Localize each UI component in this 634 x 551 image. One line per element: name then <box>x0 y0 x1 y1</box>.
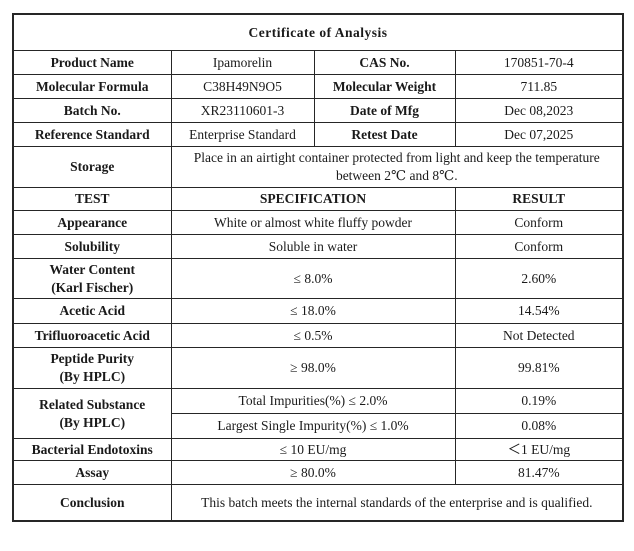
test-row-water-content: Water Content (Karl Fischer) ≤ 8.0% 2.60… <box>12 258 624 299</box>
related-substance-test: Related Substance (By HPLC) <box>12 388 172 439</box>
cas-no-value: 170851-70-4 <box>454 50 624 75</box>
total-impurities-specification: Total Impurities(%) ≤ 2.0% <box>170 388 456 414</box>
trifluoroacetic-acid-specification: ≤ 0.5% <box>170 323 456 348</box>
acetic-acid-test: Acetic Acid <box>12 298 172 324</box>
page-title: Certificate of Analysis <box>12 13 624 51</box>
bacterial-endotoxins-test: Bacterial Endotoxins <box>12 438 172 461</box>
product-name-label: Product Name <box>12 50 172 75</box>
batch-no-value: XR23110601-3 <box>170 98 315 123</box>
peptide-purity-specification: ≥ 98.0% <box>170 347 456 389</box>
acetic-acid-result: 14.54% <box>454 298 624 324</box>
test-header-row: TEST SPECIFICATION RESULT <box>12 187 624 211</box>
certificate-table: Certificate of Analysis Product Name Ipa… <box>12 13 625 522</box>
water-content-specification: ≤ 8.0% <box>170 258 456 299</box>
test-row-appearance: Appearance White or almost white fluffy … <box>12 210 624 235</box>
retest-date-label: Retest Date <box>313 122 456 147</box>
water-content-test: Water Content (Karl Fischer) <box>12 258 172 299</box>
test-row-bacterial-endotoxins: Bacterial Endotoxins ≤ 10 EU/mg ＜1 EU/mg <box>12 438 624 461</box>
date-of-mfg-label: Date of Mfg <box>313 98 456 123</box>
date-of-mfg-value: Dec 08,2023 <box>454 98 624 123</box>
total-impurities-result: 0.19% <box>454 388 624 414</box>
molecular-weight-label: Molecular Weight <box>313 74 456 99</box>
test-row-related-substance-2: Largest Single Impurity(%) ≤ 1.0% 0.08% <box>13 413 624 439</box>
specification-column-header: SPECIFICATION <box>170 187 456 211</box>
storage-label: Storage <box>12 146 172 188</box>
info-row-batch: Batch No. XR23110601-3 Date of Mfg Dec 0… <box>12 98 624 123</box>
test-row-trifluoroacetic-acid: Trifluoroacetic Acid ≤ 0.5% Not Detected <box>12 323 624 348</box>
test-row-assay: Assay ≥ 80.0% 81.47% <box>12 460 624 485</box>
conclusion-row: Conclusion This batch meets the internal… <box>12 484 624 522</box>
solubility-result: Conform <box>454 234 624 259</box>
test-row-acetic-acid: Acetic Acid ≤ 18.0% 14.54% <box>12 298 624 324</box>
assay-specification: ≥ 80.0% <box>170 460 456 485</box>
storage-row: Storage Place in an airtight container p… <box>12 146 624 188</box>
bacterial-endotoxins-result: ＜1 EU/mg <box>454 438 624 461</box>
reference-standard-value: Enterprise Standard <box>170 122 315 147</box>
largest-single-impurity-specification: Largest Single Impurity(%) ≤ 1.0% <box>170 413 456 439</box>
cas-no-label: CAS No. <box>313 50 456 75</box>
result-column-header: RESULT <box>454 187 624 211</box>
retest-date-value: Dec 07,2025 <box>454 122 624 147</box>
conclusion-label: Conclusion <box>12 484 172 522</box>
largest-single-impurity-result: 0.08% <box>454 413 624 439</box>
product-name-value: Ipamorelin <box>170 50 315 75</box>
solubility-test: Solubility <box>12 234 172 259</box>
title-row: Certificate of Analysis <box>12 13 624 51</box>
test-row-related-substance-1: Related Substance (By HPLC) Total Impuri… <box>12 388 624 439</box>
molecular-formula-value: C38H49N9O5 <box>170 74 315 99</box>
molecular-formula-label: Molecular Formula <box>12 74 172 99</box>
batch-no-label: Batch No. <box>12 98 172 123</box>
appearance-specification: White or almost white fluffy powder <box>170 210 456 235</box>
water-content-result: 2.60% <box>454 258 624 299</box>
info-row-molecular: Molecular Formula C38H49N9O5 Molecular W… <box>12 74 624 99</box>
storage-value: Place in an airtight container protected… <box>170 146 624 188</box>
info-row-product: Product Name Ipamorelin CAS No. 170851-7… <box>12 50 624 75</box>
test-column-header: TEST <box>12 187 172 211</box>
test-row-peptide-purity: Peptide Purity (By HPLC) ≥ 98.0% 99.81% <box>12 347 624 389</box>
acetic-acid-specification: ≤ 18.0% <box>170 298 456 324</box>
assay-test: Assay <box>12 460 172 485</box>
molecular-weight-value: 711.85 <box>454 74 624 99</box>
test-row-solubility: Solubility Soluble in water Conform <box>12 234 624 259</box>
appearance-result: Conform <box>454 210 624 235</box>
bacterial-endotoxins-specification: ≤ 10 EU/mg <box>170 438 456 461</box>
solubility-specification: Soluble in water <box>170 234 456 259</box>
appearance-test: Appearance <box>12 210 172 235</box>
conclusion-value: This batch meets the internal standards … <box>170 484 624 522</box>
reference-standard-label: Reference Standard <box>12 122 172 147</box>
info-row-reference: Reference Standard Enterprise Standard R… <box>12 122 624 147</box>
peptide-purity-test: Peptide Purity (By HPLC) <box>12 347 172 389</box>
trifluoroacetic-acid-result: Not Detected <box>454 323 624 348</box>
peptide-purity-result: 99.81% <box>454 347 624 389</box>
trifluoroacetic-acid-test: Trifluoroacetic Acid <box>12 323 172 348</box>
assay-result: 81.47% <box>454 460 624 485</box>
